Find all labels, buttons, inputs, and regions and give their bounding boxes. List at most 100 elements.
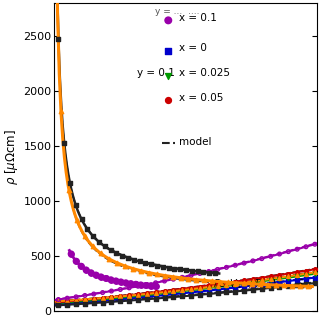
Point	[82, 234, 87, 239]
Point	[62, 140, 67, 145]
Point	[65, 299, 70, 304]
Point	[144, 294, 149, 300]
Point	[197, 289, 203, 294]
Point	[162, 273, 167, 278]
Point	[153, 284, 158, 289]
Point	[295, 272, 300, 277]
Point	[250, 279, 255, 284]
Point	[286, 249, 291, 254]
Point	[65, 298, 70, 303]
Point	[103, 276, 108, 281]
Point	[178, 267, 183, 272]
Point	[128, 281, 133, 286]
Point	[295, 274, 300, 279]
Point	[79, 217, 84, 222]
Point	[118, 279, 124, 284]
Point	[133, 282, 138, 287]
Point	[197, 292, 203, 297]
Point	[286, 274, 291, 279]
Point	[180, 288, 185, 293]
Point	[106, 256, 111, 261]
Point	[96, 239, 101, 244]
Point	[137, 259, 142, 264]
Point	[303, 271, 308, 276]
Point	[201, 269, 206, 275]
Point	[215, 284, 220, 290]
Point	[258, 282, 263, 287]
Point	[84, 267, 89, 272]
Point	[56, 297, 61, 302]
Point	[186, 276, 191, 281]
Point	[74, 300, 79, 305]
Point	[188, 285, 194, 290]
Text: x = 0.025: x = 0.025	[179, 68, 230, 78]
Point	[210, 278, 215, 284]
Point	[162, 295, 167, 300]
Text: Fe$_2$V$_{1-x}$Ta$_x$Al$_{1-y}$Si$_y$: Fe$_2$V$_{1-x}$Ta$_x$Al$_{1-y}$Si$_y$	[213, 278, 311, 292]
Point	[122, 263, 127, 268]
Point	[259, 278, 264, 283]
Point	[215, 291, 220, 296]
Point	[130, 266, 135, 271]
Point	[166, 73, 171, 78]
Point	[65, 300, 70, 305]
Point	[109, 295, 114, 300]
Point	[68, 251, 74, 256]
Point	[277, 252, 282, 257]
Point	[135, 293, 140, 299]
Point	[189, 268, 194, 273]
Point	[90, 244, 95, 249]
Point	[153, 290, 158, 295]
Point	[250, 258, 255, 263]
Point	[206, 292, 211, 297]
Point	[180, 291, 185, 296]
Point	[102, 244, 107, 249]
Point	[78, 264, 84, 269]
Point	[58, 108, 63, 113]
Point	[298, 284, 303, 289]
Point	[74, 294, 79, 300]
Point	[118, 294, 123, 299]
Point	[290, 283, 295, 288]
Point	[128, 281, 133, 286]
Point	[303, 244, 308, 249]
Point	[171, 289, 176, 294]
Point	[242, 278, 247, 283]
Point	[153, 280, 158, 285]
Point	[114, 251, 119, 256]
Point	[306, 284, 311, 289]
Point	[303, 273, 308, 278]
Point	[68, 251, 74, 256]
Point	[206, 288, 211, 293]
Point	[277, 272, 282, 277]
Point	[188, 273, 194, 278]
Point	[218, 279, 223, 284]
Point	[133, 282, 138, 287]
Point	[84, 267, 89, 272]
Point	[295, 247, 300, 252]
Point	[233, 282, 238, 287]
Point	[91, 296, 96, 301]
Text: model: model	[179, 137, 211, 147]
Point	[286, 275, 291, 280]
Point	[206, 283, 211, 288]
Point	[206, 284, 211, 290]
Point	[74, 217, 79, 222]
Point	[65, 301, 70, 306]
Point	[144, 292, 149, 297]
Point	[127, 292, 132, 298]
Point	[277, 280, 282, 285]
Point	[295, 270, 300, 275]
Point	[180, 275, 185, 280]
Point	[166, 98, 171, 103]
Point	[286, 284, 291, 289]
Point	[195, 269, 200, 274]
Point	[138, 268, 143, 273]
Point	[88, 270, 93, 275]
Point	[74, 299, 79, 304]
Point	[242, 281, 247, 286]
Point	[224, 290, 229, 295]
Point	[162, 278, 167, 284]
Point	[88, 270, 93, 275]
Point	[171, 290, 176, 295]
